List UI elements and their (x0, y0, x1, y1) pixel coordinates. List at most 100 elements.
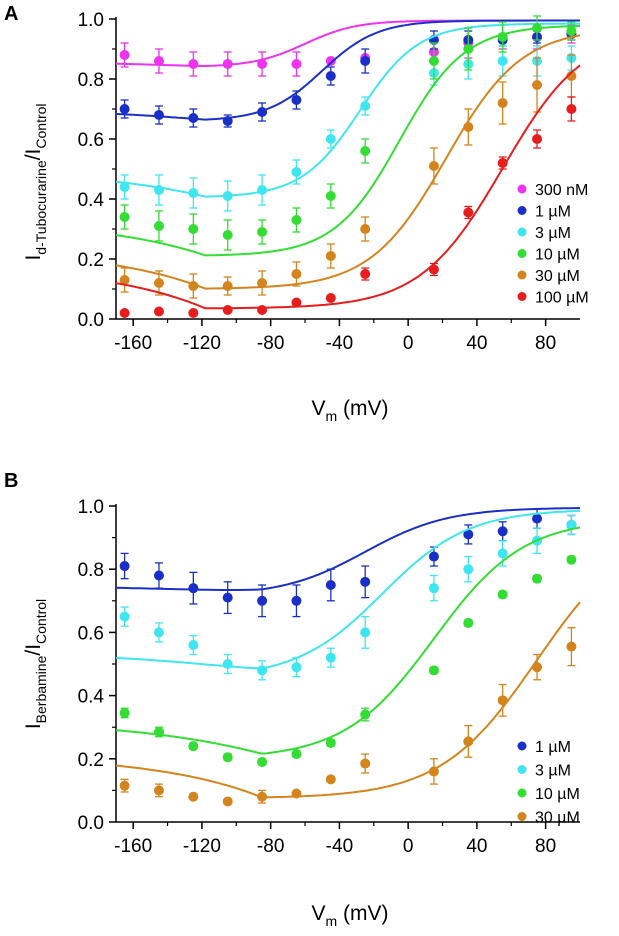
panel-b-data-point (325, 738, 336, 748)
panel-b-x-tick-label: 0 (403, 836, 414, 857)
panel-a-data-point (119, 104, 130, 114)
panel-b-data-point (360, 576, 371, 587)
panel-b-legend-label: 1 µM (535, 739, 571, 756)
panel-b-data-point (360, 627, 371, 638)
panel-a-data-point (325, 251, 336, 261)
panel-a-data-point (360, 269, 371, 279)
panel-b-data-point (257, 665, 268, 676)
panel-a-data-point (188, 188, 199, 198)
panel-b-data-point (153, 627, 164, 638)
panel-b-data-point (497, 548, 508, 559)
panel-a-legend-label: 1 µM (535, 204, 571, 221)
panel-a-data-point (257, 185, 268, 195)
panel-a-x-tick-label: 40 (466, 333, 487, 354)
panel-a-data-point (291, 269, 302, 279)
panel-a-data-point (532, 134, 543, 144)
panel-b-data-point (497, 589, 508, 600)
panel-b-data-point (188, 640, 199, 651)
panel-a-data-point (566, 26, 577, 36)
panel-a-data-point (119, 275, 130, 285)
panel-a-data-point (153, 221, 164, 231)
panel-b-data-point (428, 551, 439, 562)
panel-a-x-tick-label: -160 (114, 333, 152, 354)
panel-a-legend: 300 nM 1 µM 3 µM 10 µM 30 µM 100 µM (517, 182, 589, 307)
panel-a-data-point (291, 215, 302, 225)
panel-a-y-tick-label: 0.0 (78, 310, 104, 331)
panel-b-data-point (188, 583, 199, 594)
panel-a-data-point (360, 101, 371, 111)
panel-b-data-point (153, 785, 164, 796)
panel-b-data-point (428, 766, 439, 777)
panel-a-data-point (153, 56, 164, 66)
panel-b-y-axis-title: IBerbamine/IControl (22, 599, 49, 729)
panel-a-data-point (188, 113, 199, 123)
panel-b-data-point (566, 641, 577, 652)
panel-b-legend-label: 10 µM (535, 786, 580, 803)
panel-a-legend-label: 100 µM (535, 290, 589, 307)
panel-a-data-point (360, 56, 371, 66)
panel-a-y-tick-label: 1.0 (78, 10, 104, 31)
panel-a-legend-marker (517, 270, 527, 280)
panel-b-chart: B -160 -120 -80 -40 0 40 80 0.0 0.2 0.4 0.6 0.8 1.0 1… (4, 470, 581, 929)
panel-a-x-tick-label: 0 (403, 333, 414, 354)
panel-a-data-point (463, 122, 474, 132)
panel-a-y-tick-label: 0.2 (78, 250, 104, 271)
panel-b-data-point (119, 611, 130, 622)
panel-a-data-point (428, 264, 439, 275)
panel-a-data-point (188, 59, 199, 69)
panel-b-data-point (222, 752, 233, 763)
panel-b-data-point (463, 617, 474, 628)
panel-b-data-point (428, 583, 439, 594)
panel-a-data-point (291, 95, 302, 105)
panel-b-data-point (257, 595, 268, 606)
panel-a-chart: A -160 -120 -80 -40 0 40 80 0.0 0.2 0.4 0.6 0.8 1.0 3… (4, 3, 589, 424)
panel-a-data-point (428, 56, 439, 66)
panel-b-data-point (325, 774, 336, 785)
panel-a-legend-marker (517, 227, 527, 237)
panel-b-data-point (119, 707, 130, 718)
panel-b-data-point (291, 662, 302, 673)
panel-b-data-point (463, 736, 474, 747)
panel-b-x-tick-label: 80 (535, 836, 556, 857)
panel-b-data-point (532, 662, 543, 673)
panel-b-data-point (532, 513, 543, 524)
panel-a-data-point (119, 182, 130, 192)
panel-a-legend-label: 30 µM (535, 268, 580, 285)
panel-b-y-tick-label: 0.0 (78, 813, 104, 834)
panel-a-data-point (497, 56, 508, 66)
panel-b-data-point (428, 665, 439, 676)
panel-b-data-point (532, 573, 543, 584)
panel-b-data-point (222, 796, 233, 807)
panel-b-data-point (463, 564, 474, 575)
panel-a-data-point (497, 98, 508, 108)
panel-b-data-point (497, 695, 508, 706)
panel-a-data-point (291, 167, 302, 177)
panel-b-data-point (291, 749, 302, 760)
panel-b-series-3 (115, 601, 581, 807)
panel-a-data-point (153, 185, 164, 195)
panel-a-data-point (257, 227, 268, 237)
panel-b-plot-area: -160 -120 -80 -40 0 40 80 0.0 0.2 0.4 0.6 0.8 1.0 1 µ… (78, 497, 581, 857)
panel-a-data-point (257, 107, 268, 117)
panel-b-data-point (566, 554, 577, 565)
panel-b-data-point (153, 726, 164, 737)
panel-b-legend-label: 30 µM (535, 810, 580, 827)
panel-a-data-point (188, 224, 199, 234)
panel-a-data-point (257, 305, 268, 315)
panel-a-legend-label: 10 µM (535, 247, 580, 264)
panel-a-data-point (360, 224, 371, 234)
panel-a-data-point (325, 134, 336, 144)
panel-b-legend-marker (517, 812, 527, 821)
panel-a-fit-curve (115, 34, 581, 290)
panel-b-x-tick-label: -80 (257, 836, 284, 857)
panel-a-legend-label: 3 µM (535, 225, 571, 242)
panel-b-x-tick-label: -40 (326, 836, 353, 857)
panel-a-x-tick-label: -120 (183, 333, 221, 354)
panel-a-x-axis-title: Vm (mV) (311, 397, 388, 424)
panel-b-data-point (291, 595, 302, 606)
panel-a-data-point (257, 278, 268, 288)
panel-a-legend-marker (517, 206, 527, 215)
panel-b-x-axis-title: Vm (mV) (311, 902, 388, 929)
panel-a-fit-curve (115, 19, 580, 121)
